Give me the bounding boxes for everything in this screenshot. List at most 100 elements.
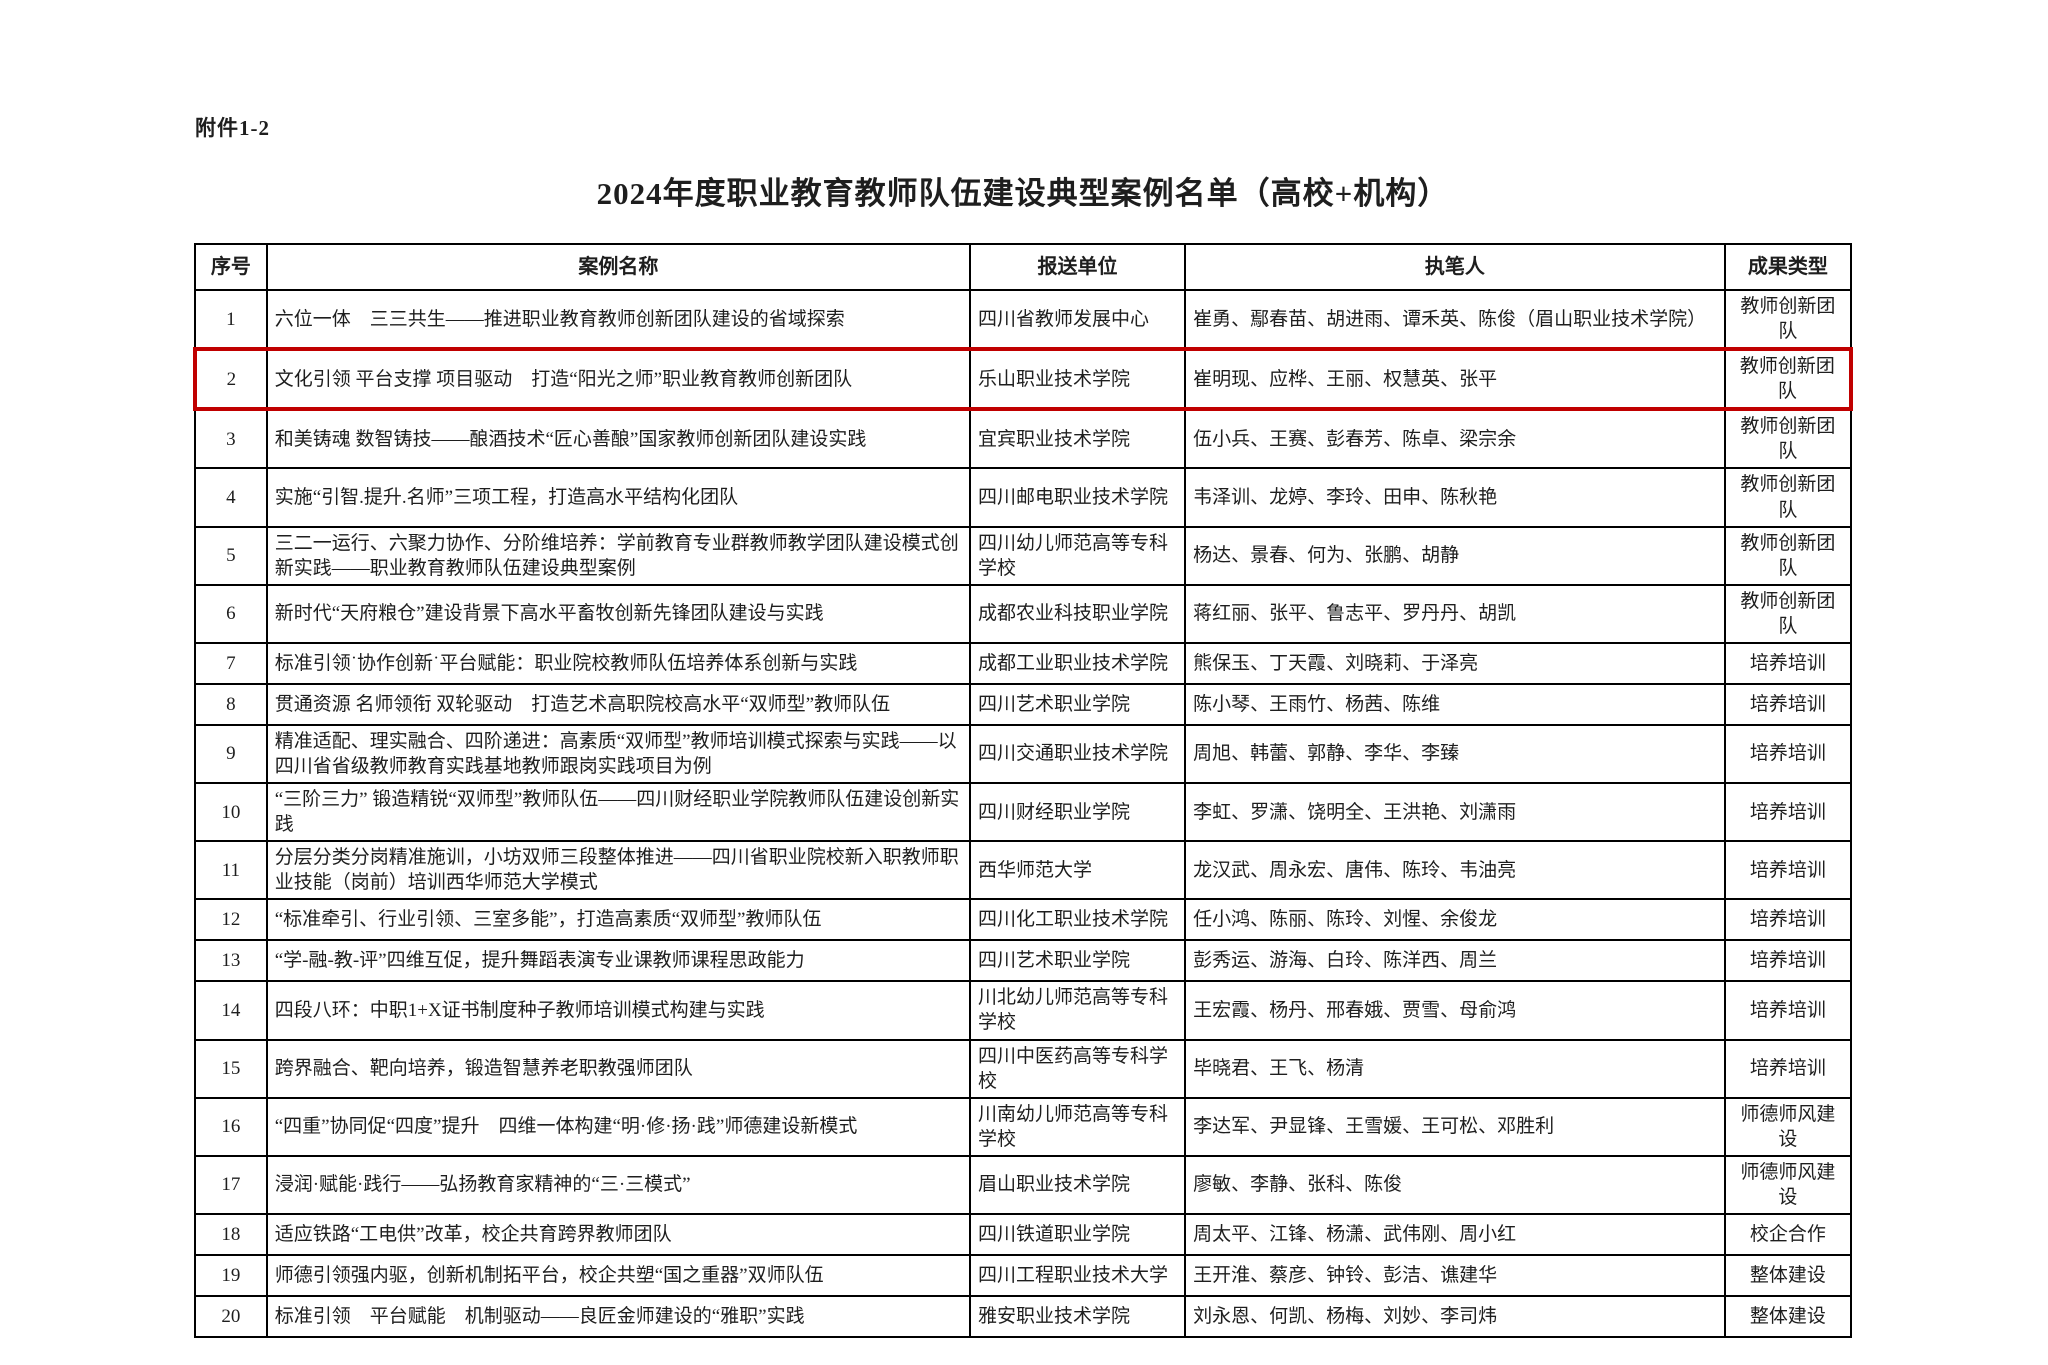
cell-authors: 李虹、罗潇、饶明全、王洪艳、刘潇雨 [1184, 782, 1726, 843]
cell-case-name: 六位一体 三三共生——推进职业教育教师创新团队建设的省域探索 [265, 288, 971, 351]
cell-unit: 成都农业科技职业学院 [968, 583, 1187, 644]
cell-case-name: 四段八环：中职1+X证书制度种子教师培训模式构建与实践 [265, 980, 971, 1041]
cell-result-type: 校企合作 [1723, 1213, 1853, 1257]
cell-unit: 四川邮电职业技术学院 [968, 467, 1187, 528]
cell-case-name: 浸润·赋能·践行——弘扬教育家精神的“三·三模式” [265, 1154, 971, 1216]
cell-case-name: 适应铁路“工电供”改革，校企共育跨界教师团队 [265, 1213, 971, 1257]
table-header-row: 序号 案例名称 报送单位 执笔人 成果类型 [194, 243, 1853, 291]
cell-unit: 川南幼儿师范高等专科学校 [968, 1096, 1187, 1157]
cell-unit: 四川工程职业技术大学 [968, 1254, 1187, 1298]
cell-result-type: 培养培训 [1723, 682, 1853, 726]
cell-unit: 西华师范大学 [968, 840, 1187, 901]
cell-authors: 李达军、尹显锋、王雪媛、王可松、邓胜利 [1184, 1096, 1726, 1157]
cell-unit: 四川艺术职业学院 [968, 939, 1187, 983]
cell-result-type: 培养培训 [1723, 980, 1853, 1041]
table-row: 7 标准引领˙协作创新˙平台赋能：职业院校教师队伍培养体系创新与实践 成都工业职… [194, 641, 1853, 685]
table-row: 16 “四重”协同促“四度”提升 四维一体构建“明·修·扬·践”师德建设新模式 … [194, 1096, 1853, 1157]
attachment-label: 附件1-2 [195, 116, 270, 140]
cell-seq-no: 17 [194, 1154, 268, 1216]
cell-authors: 崔明现、应桦、王丽、权慧英、张平 [1184, 347, 1726, 412]
cell-seq-no: 1 [194, 288, 268, 351]
table-row: 12 “标准牵引、行业引领、三室多能”，打造高素质“双师型”教师队伍 四川化工职… [194, 898, 1853, 942]
table-row: 10 “三阶三力” 锻造精锐“双师型”教师队伍——四川财经职业学院教师队伍建设创… [194, 782, 1853, 843]
cell-seq-no: 20 [194, 1295, 268, 1339]
cell-case-name: 跨界融合、靶向培养，锻造智慧养老职教强师团队 [265, 1038, 971, 1099]
cell-unit: 乐山职业技术学院 [968, 347, 1187, 412]
cell-authors: 王宏霞、杨丹、邢春娥、贾雪、母俞鸿 [1184, 980, 1726, 1041]
table-row: 2 文化引领 平台支撑 项目驱动 打造“阳光之师”职业教育教师创新团队 乐山职业… [193, 347, 1854, 412]
cell-authors: 韦泽训、龙婷、李玲、田申、陈秋艳 [1184, 467, 1726, 528]
cell-result-type: 教师创新团队 [1723, 347, 1854, 412]
table-row: 3 和美铸魂 数智铸技——酿酒技术“匠心善酿”国家教师创新团队建设实践 宜宾职业… [194, 408, 1853, 470]
table-row: 1 六位一体 三三共生——推进职业教育教师创新团队建设的省域探索 四川省教师发展… [194, 288, 1853, 351]
table-row: 15 跨界融合、靶向培养，锻造智慧养老职教强师团队 四川中医药高等专科学校 毕晓… [194, 1038, 1853, 1099]
cell-authors: 王开淮、蔡彦、钟铃、彭洁、谯建华 [1184, 1254, 1726, 1298]
table-row: 11 分层分类分岗精准施训，小坊双师三段整体推进——四川省职业院校新入职教师职业… [194, 840, 1853, 901]
table-row: 19 师德引领强内驱，创新机制拓平台，校企共塑“国之重器”双师队伍 四川工程职业… [194, 1254, 1853, 1298]
cell-unit: 眉山职业技术学院 [968, 1154, 1187, 1216]
cell-seq-no: 14 [194, 980, 268, 1041]
cell-authors: 陈小琴、王雨竹、杨茜、陈维 [1184, 682, 1726, 726]
cell-case-name: 和美铸魂 数智铸技——酿酒技术“匠心善酿”国家教师创新团队建设实践 [265, 408, 971, 470]
cell-unit: 四川财经职业学院 [968, 782, 1187, 843]
cell-seq-no: 6 [194, 583, 268, 644]
cell-authors: 杨达、景春、何为、张鹏、胡静 [1184, 525, 1726, 586]
cell-authors: 龙汉武、周永宏、唐伟、陈玲、韦油亮 [1184, 840, 1726, 901]
cell-unit: 川北幼儿师范高等专科学校 [968, 980, 1187, 1041]
header-unit: 报送单位 [968, 243, 1187, 291]
cell-seq-no: 16 [194, 1096, 268, 1157]
header-case-name: 案例名称 [265, 243, 971, 291]
cell-result-type: 教师创新团队 [1723, 525, 1853, 586]
cell-case-name: 新时代“天府粮仓”建设背景下高水平畜牧创新先锋团队建设与实践 [265, 583, 971, 644]
table-row: 20 标准引领 平台赋能 机制驱动——良匠金师建设的“雅职”实践 雅安职业技术学… [194, 1295, 1853, 1339]
table-row: 6 新时代“天府粮仓”建设背景下高水平畜牧创新先锋团队建设与实践 成都农业科技职… [194, 583, 1853, 644]
document-page: 附件1-2 2024年度职业教育教师队伍建设典型案例名单（高校+机构） 序号 案… [193, 112, 1854, 1339]
cell-authors: 任小鸿、陈丽、陈玲、刘惺、余俊龙 [1184, 898, 1726, 942]
cell-case-name: 实施“引智.提升.名师”三项工程，打造高水平结构化团队 [265, 467, 971, 528]
cell-result-type: 教师创新团队 [1723, 408, 1853, 470]
cell-case-name: 分层分类分岗精准施训，小坊双师三段整体推进——四川省职业院校新入职教师职业技能（… [265, 840, 971, 901]
cell-unit: 四川省教师发展中心 [968, 288, 1187, 351]
table-row: 5 三二一运行、六聚力协作、分阶维培养：学前教育专业群教师教学团队建设模式创新实… [194, 525, 1853, 586]
cell-result-type: 整体建设 [1723, 1295, 1853, 1339]
cell-authors: 周旭、韩蕾、郭静、李华、李臻 [1184, 723, 1726, 785]
cell-result-type: 培养培训 [1723, 898, 1853, 942]
table-row: 14 四段八环：中职1+X证书制度种子教师培训模式构建与实践 川北幼儿师范高等专… [194, 980, 1853, 1041]
cell-authors: 刘永恩、何凯、杨梅、刘妙、李司炜 [1184, 1295, 1726, 1339]
cell-case-name: 标准引领 平台赋能 机制驱动——良匠金师建设的“雅职”实践 [265, 1295, 971, 1339]
cell-seq-no: 13 [194, 939, 268, 983]
cell-case-name: “学-融-教-评”四维互促，提升舞蹈表演专业课教师课程思政能力 [265, 939, 971, 983]
cell-seq-no: 9 [194, 723, 268, 785]
cell-result-type: 师德师风建设 [1723, 1096, 1853, 1157]
cell-seq-no: 5 [194, 525, 268, 586]
table-row: 4 实施“引智.提升.名师”三项工程，打造高水平结构化团队 四川邮电职业技术学院… [194, 467, 1853, 528]
cell-result-type: 教师创新团队 [1723, 467, 1853, 528]
cell-authors: 毕晓君、王飞、杨清 [1184, 1038, 1726, 1099]
header-seq-no: 序号 [194, 243, 268, 291]
cell-seq-no: 11 [194, 840, 268, 901]
cell-seq-no: 18 [194, 1213, 268, 1257]
cell-case-name: 师德引领强内驱，创新机制拓平台，校企共塑“国之重器”双师队伍 [265, 1254, 971, 1298]
cell-authors: 彭秀运、游海、白玲、陈洋西、周兰 [1184, 939, 1726, 983]
cell-seq-no: 12 [194, 898, 268, 942]
cell-seq-no: 3 [194, 408, 268, 470]
cell-seq-no: 2 [193, 347, 268, 412]
cell-unit: 四川幼儿师范高等专科学校 [968, 525, 1187, 586]
cell-unit: 宜宾职业技术学院 [968, 408, 1187, 470]
cell-seq-no: 19 [194, 1254, 268, 1298]
cell-unit: 成都工业职业技术学院 [968, 641, 1187, 685]
cell-authors: 崔勇、鄢春苗、胡进雨、谭禾英、陈俊（眉山职业技术学院） [1184, 288, 1726, 351]
table-row: 9 精准适配、理实融合、四阶递进：高素质“双师型”教师培训模式探索与实践——以四… [194, 723, 1853, 785]
cell-case-name: “标准牵引、行业引领、三室多能”，打造高素质“双师型”教师队伍 [265, 898, 971, 942]
cell-result-type: 师德师风建设 [1723, 1154, 1853, 1216]
cases-table: 序号 案例名称 报送单位 执笔人 成果类型 1 六位一体 三三共生——推进职业教… [193, 243, 1854, 1339]
cell-unit: 四川交通职业技术学院 [968, 723, 1187, 785]
cell-authors: 熊保玉、丁天霞、刘晓莉、于泽亮 [1184, 641, 1726, 685]
cell-result-type: 整体建设 [1723, 1254, 1853, 1298]
cell-result-type: 培养培训 [1723, 782, 1853, 843]
table-row: 17 浸润·赋能·践行——弘扬教育家精神的“三·三模式” 眉山职业技术学院 廖敏… [194, 1154, 1853, 1216]
cell-case-name: “四重”协同促“四度”提升 四维一体构建“明·修·扬·践”师德建设新模式 [265, 1096, 971, 1157]
cell-result-type: 教师创新团队 [1723, 583, 1853, 644]
cell-unit: 四川中医药高等专科学校 [968, 1038, 1187, 1099]
cell-unit: 四川铁道职业学院 [968, 1213, 1187, 1257]
